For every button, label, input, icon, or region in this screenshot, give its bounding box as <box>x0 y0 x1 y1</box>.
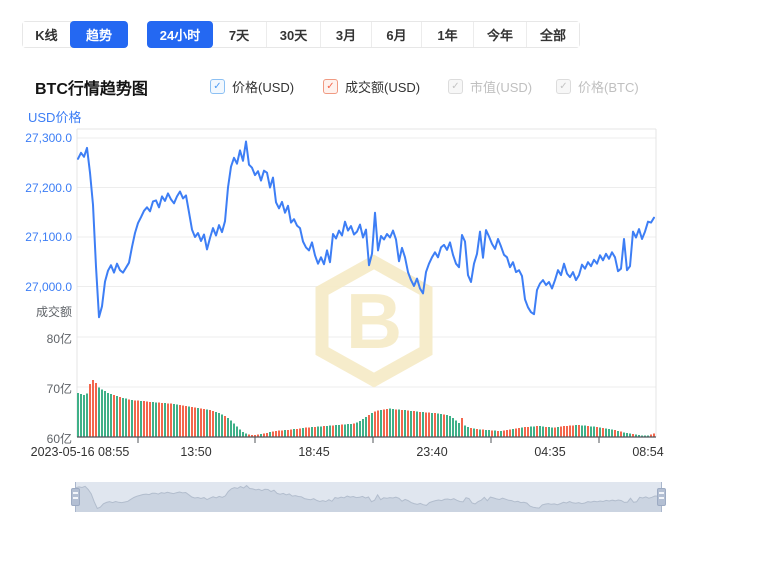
checkbox-icon[interactable]: ✓ <box>556 79 571 94</box>
x-axis-label: 13:50 <box>180 445 212 459</box>
tab-chart-type-1[interactable]: K线 <box>23 22 71 47</box>
x-axis-label: 08:54 <box>632 445 664 459</box>
price-tick-label: 27,100.0 <box>25 230 72 244</box>
price-tick-label: 27,200.0 <box>25 180 72 195</box>
page-title: BTC行情趋势图 <box>35 81 148 98</box>
tab-range-1[interactable]: 24小时 <box>147 21 213 48</box>
legend-toggle-1[interactable]: ✓ 价格(USD) <box>210 77 294 96</box>
checkbox-icon[interactable]: ✓ <box>210 79 225 94</box>
volume-axis-title: 成交额 <box>35 305 72 319</box>
tab-range-3[interactable]: 30天 <box>267 22 321 47</box>
legend-label: 价格(USD) <box>232 80 295 95</box>
volume-tick-label: 70亿 <box>46 382 72 396</box>
price-tick-label: 27,300.0 <box>25 131 72 145</box>
legend-toggle-2[interactable]: ✓ 成交额(USD) <box>323 77 420 96</box>
svg-text:B: B <box>346 277 402 365</box>
volume-tick-label: 60亿 <box>46 432 72 446</box>
checkbox-icon[interactable]: ✓ <box>323 79 338 94</box>
price-axis-title: USD价格 <box>28 110 82 125</box>
x-axis-label: 2023-05-16 08:55 <box>30 445 130 459</box>
x-axis-label: 23:40 <box>416 445 448 459</box>
tab-chart-type-2[interactable]: 趋势 <box>70 21 128 48</box>
navigator-left-handle[interactable] <box>71 488 80 506</box>
x-axis-label: 18:45 <box>298 445 330 459</box>
tab-range-5[interactable]: 6月 <box>372 22 422 47</box>
legend-toggle-4[interactable]: ✓ 价格(BTC) <box>556 77 639 96</box>
range-navigator[interactable] <box>71 482 666 512</box>
price-volume-chart[interactable]: B <box>0 0 780 470</box>
legend-label: 价格(BTC) <box>578 80 639 95</box>
price-tick-label: 27,000.0 <box>25 279 72 294</box>
tab-range-7[interactable]: 今年 <box>474 22 527 47</box>
checkbox-icon[interactable]: ✓ <box>448 79 463 94</box>
volume-tick-label: 80亿 <box>46 332 72 346</box>
navigator-mini-chart <box>76 484 661 512</box>
btc-hexagon-logo-watermark: B <box>315 254 433 388</box>
time-range-tab-group: 24小时 7天 30天 3月 6月 1年 今年 全部 <box>147 21 580 48</box>
legend-toggle-3[interactable]: ✓ 市值(USD) <box>448 77 532 96</box>
legend-label: 市值(USD) <box>470 80 533 95</box>
tab-range-2[interactable]: 7天 <box>212 22 267 47</box>
tab-range-6[interactable]: 1年 <box>422 22 474 47</box>
legend-label: 成交额(USD) <box>345 80 421 95</box>
tab-range-4[interactable]: 3月 <box>321 22 372 47</box>
chart-type-tab-group: K线 趋势 <box>22 21 128 48</box>
navigator-right-handle[interactable] <box>657 488 666 506</box>
x-axis-label: 04:35 <box>534 445 566 459</box>
tab-range-8[interactable]: 全部 <box>527 22 579 47</box>
